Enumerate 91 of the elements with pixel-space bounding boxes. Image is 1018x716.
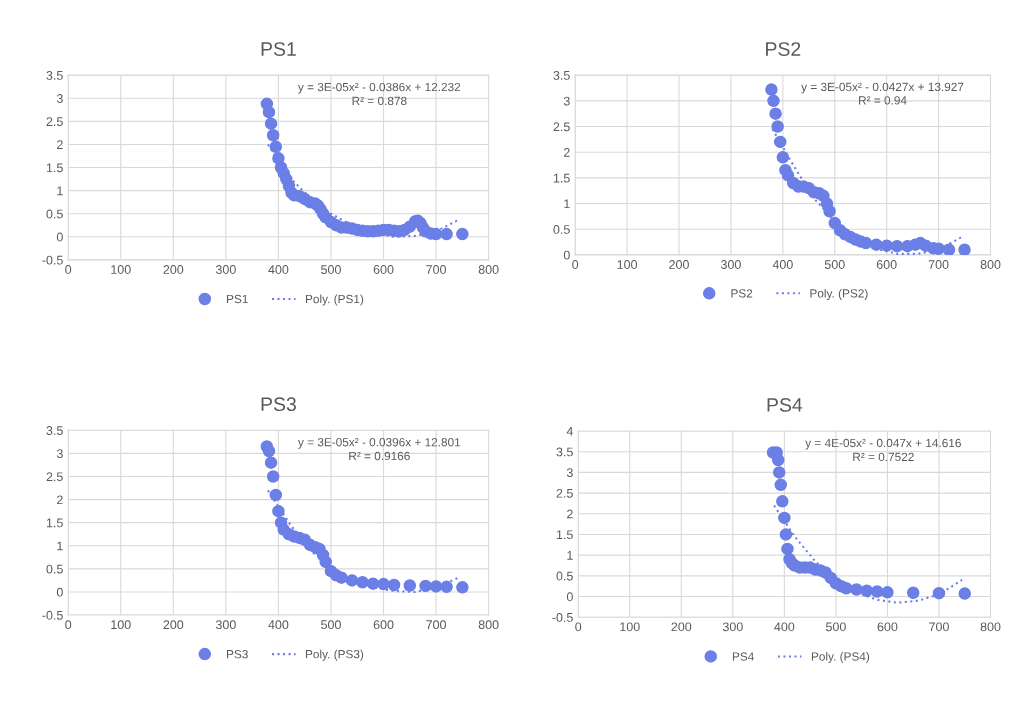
legend-label: PS3: [227, 650, 248, 659]
y-tick-label: 1: [57, 541, 63, 551]
x-tick-label: 400: [268, 620, 289, 630]
y-tick-label: 0.5: [46, 564, 63, 574]
x-tick-label: 300: [215, 265, 236, 274]
y-tick-label: 0.5: [556, 571, 573, 581]
x-tick-label: 800: [478, 265, 499, 274]
y-tick-label: 2.5: [46, 117, 63, 127]
y-tick-label: 1: [564, 199, 570, 209]
x-tick-label: 700: [426, 265, 447, 274]
y-tick-label: 2: [563, 148, 570, 157]
annotation: R² = 0.7522: [853, 452, 914, 462]
x-tick-label: 200: [163, 620, 184, 630]
y-tick-label: 3.5: [556, 447, 573, 457]
x-tick-label: 300: [722, 622, 743, 632]
x-tick-label: 200: [163, 265, 184, 274]
x-tick-label: 400: [772, 260, 793, 269]
y-tick-label: 2.5: [556, 488, 573, 498]
x-tick-label: 500: [824, 260, 845, 269]
x-tick-label: 500: [321, 620, 341, 630]
legend-label: Poly. (PS4): [811, 652, 870, 664]
x-tick-label: 100: [111, 620, 131, 630]
annotation: R² = 0.9166: [349, 451, 410, 461]
x-tick-label: 700: [929, 622, 949, 632]
y-tick-label: 2.5: [46, 472, 63, 482]
y-tick-label: 1.5: [46, 163, 63, 173]
x-tick-label: 300: [720, 260, 741, 269]
legend-label: PS4: [732, 652, 754, 661]
y-tick-label: 0: [56, 232, 63, 242]
chart-title: PS3: [261, 397, 296, 412]
y-tick-label: 0: [563, 250, 570, 260]
y-tick-label: 1.5: [553, 173, 570, 183]
legend-label: Poly. (PS3): [305, 649, 364, 661]
x-tick-label: 0: [65, 620, 72, 630]
y-tick-label: 2: [57, 495, 63, 505]
legend-label: PS1: [227, 294, 248, 304]
x-tick-label: 200: [671, 622, 692, 632]
y-tick-label: 1: [567, 551, 573, 560]
y-tick-label: 4: [566, 426, 573, 436]
x-tick-label: 800: [980, 622, 1001, 632]
y-tick-label: 0: [566, 592, 573, 602]
y-tick-label: 3: [56, 94, 63, 103]
x-tick-label: 100: [111, 265, 131, 274]
chart-title: PS1: [261, 42, 296, 56]
annotation: R² = 0.878: [352, 96, 407, 106]
y-tick-label: 3: [563, 96, 570, 106]
x-tick-label: 600: [877, 622, 898, 632]
x-tick-label: 800: [980, 260, 1001, 269]
x-tick-label: 500: [825, 622, 846, 632]
y-tick-label: -0.5: [552, 612, 573, 622]
y-tick-label: 0: [56, 587, 63, 597]
x-tick-label: 0: [65, 265, 72, 274]
x-tick-label: 800: [478, 620, 499, 630]
x-tick-label: 100: [617, 260, 638, 269]
annotation: y = 3E-05x² - 0.0396x + 12.801: [297, 438, 461, 449]
y-tick-label: 2: [567, 509, 573, 519]
chart-title: PS2: [766, 42, 801, 56]
y-tick-label: 3: [566, 468, 573, 478]
x-tick-label: 200: [669, 260, 689, 269]
y-tick-label: 2: [57, 140, 63, 149]
y-tick-label: 2.5: [553, 122, 570, 132]
y-tick-label: 3.5: [553, 70, 570, 80]
x-tick-label: 600: [373, 265, 394, 274]
y-tick-label: 0.5: [553, 225, 570, 234]
x-tick-label: 700: [928, 260, 949, 269]
legend-label: Poly. (PS1): [305, 294, 364, 306]
y-tick-label: 0.5: [46, 209, 63, 219]
annotation: y = 4E-05x² - 0.047x + 14.616: [805, 438, 961, 450]
y-tick-label: 1.5: [46, 518, 63, 528]
y-tick-label: 3.5: [46, 426, 63, 435]
annotation: R² = 0.94: [859, 96, 907, 105]
legend-label: Poly. (PS2): [810, 288, 868, 300]
y-tick-label: 1.5: [556, 530, 573, 540]
x-tick-label: 700: [426, 620, 447, 630]
annotation: y = 3E-05x² - 0.0427x + 13.927: [801, 82, 964, 94]
x-tick-label: 300: [215, 620, 236, 630]
annotation: y = 3E-05x² - 0.0386x + 12.232: [297, 82, 461, 94]
x-tick-label: 500: [321, 265, 341, 274]
y-tick-label: 3: [56, 449, 63, 459]
x-tick-label: 400: [268, 265, 289, 274]
y-tick-label: -0.5: [42, 610, 63, 620]
y-tick-label: 3.5: [46, 70, 63, 80]
x-tick-label: 600: [876, 260, 897, 269]
x-tick-label: 400: [774, 622, 795, 632]
legend-label: PS2: [731, 289, 753, 298]
y-tick-label: 1: [57, 186, 63, 196]
y-tick-label: -0.5: [42, 255, 63, 265]
x-tick-label: 600: [373, 620, 394, 630]
x-tick-label: 100: [620, 622, 640, 632]
x-tick-label: 0: [575, 622, 582, 632]
chart-title: PS4: [767, 398, 803, 412]
